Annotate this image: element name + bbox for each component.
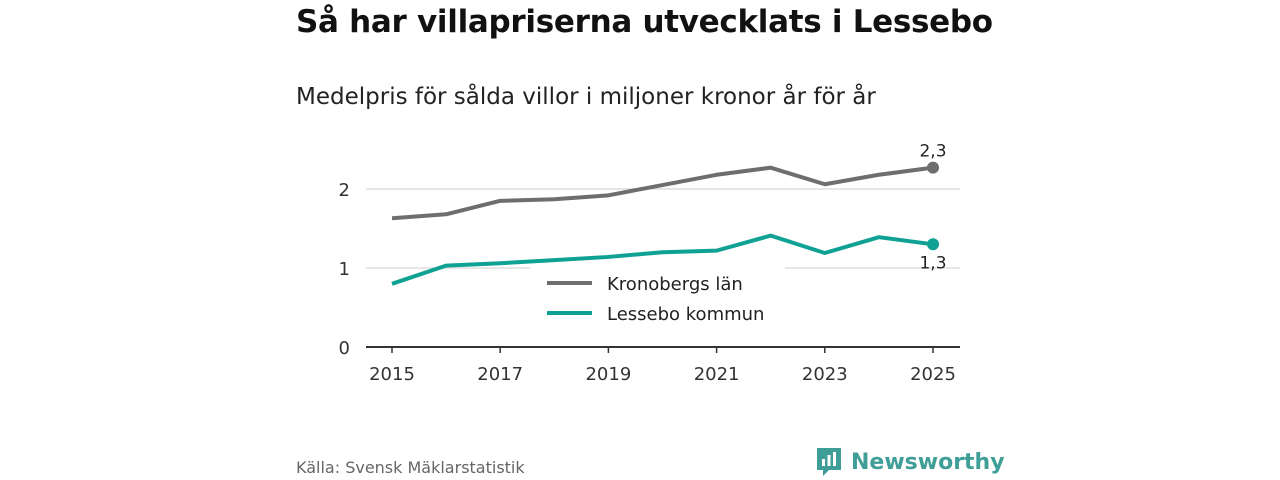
chart-title: Så har villapriserna utvecklats i Lesseb…	[296, 4, 993, 40]
series-line-lessebo	[391, 233, 934, 286]
end-value-label: 1,3	[919, 253, 946, 273]
series-line-kronoberg	[391, 165, 934, 221]
data-point	[927, 161, 939, 174]
legend-background	[530, 265, 785, 329]
legend-label: Lessebo kommun	[607, 304, 764, 325]
chart-subtitle: Medelpris för sålda villor i miljoner kr…	[296, 84, 876, 110]
newsworthy-logo-icon	[817, 448, 841, 476]
y-tick-label: 2	[339, 180, 350, 201]
y-tick-label: 0	[339, 338, 350, 359]
x-tick-label: 2017	[477, 364, 523, 385]
end-value-label: 2,3	[919, 142, 946, 162]
x-tick-label: 2023	[802, 364, 848, 385]
data-point	[927, 238, 939, 251]
x-tick-label: 2019	[585, 364, 631, 385]
x-tick-label: 2015	[369, 364, 415, 385]
x-tick-label: 2021	[694, 364, 740, 385]
legend-label: Kronobergs län	[607, 274, 743, 295]
newsworthy-logo: Newsworthy	[815, 446, 1005, 478]
x-tick-label: 2025	[910, 364, 956, 385]
newsworthy-logo-text: Newsworthy	[851, 449, 1005, 475]
source-note: Källa: Svensk Mäklarstatistik	[296, 458, 525, 477]
y-tick-label: 1	[339, 259, 350, 280]
